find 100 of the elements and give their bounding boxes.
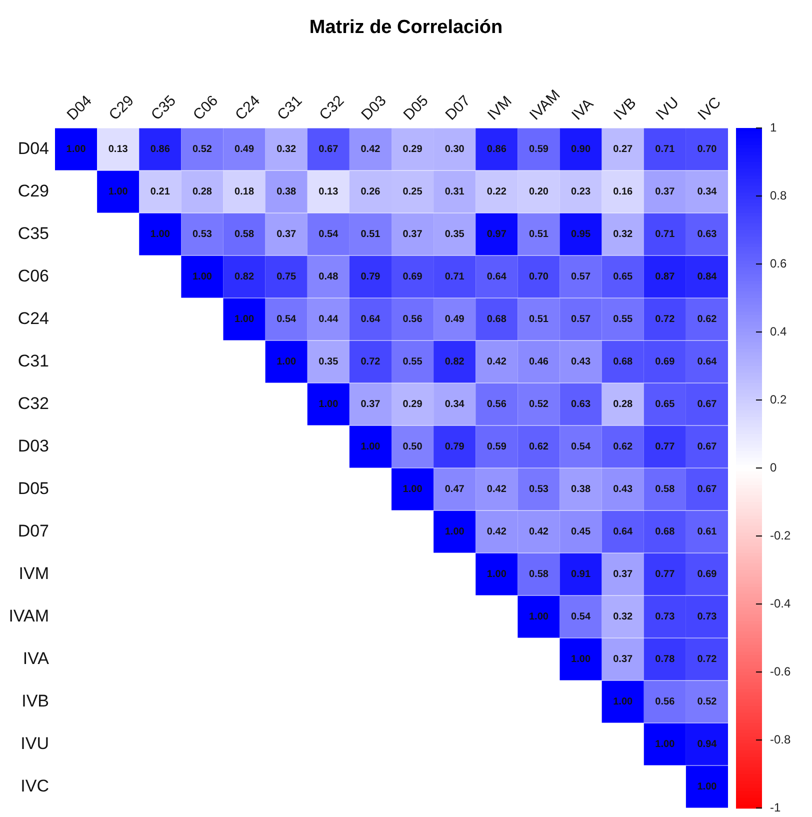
data-label: 0.63 [571, 399, 591, 410]
y-tick-label: C31 [18, 351, 49, 370]
data-label: 0.79 [444, 442, 465, 452]
data-label: 1.00 [613, 696, 634, 708]
data-label: 0.37 [655, 186, 676, 198]
data-label: 0.28 [192, 186, 212, 198]
color-bar-label: 0 [770, 460, 777, 474]
data-label: 1.00 [402, 484, 423, 495]
data-label: 0.71 [655, 144, 676, 155]
data-label: 0.73 [655, 612, 676, 622]
color-bar-label: -0.4 [770, 596, 792, 610]
data-label: 0.38 [571, 484, 591, 495]
data-label: 0.37 [360, 399, 381, 410]
data-label: 0.62 [528, 442, 549, 452]
color-bar-label: -0.8 [770, 732, 792, 746]
data-label: 0.54 [276, 314, 297, 325]
data-label: 1.00 [234, 314, 254, 325]
data-label: 0.20 [528, 186, 549, 198]
data-label: 0.57 [571, 272, 591, 282]
y-tick-label: D03 [18, 436, 49, 456]
data-label: 0.37 [276, 229, 297, 240]
color-bar-label: 0.2 [770, 392, 788, 406]
data-label: 0.53 [192, 229, 212, 240]
data-label: 0.58 [655, 484, 676, 495]
x-tick-label: C35 [148, 92, 180, 124]
data-label: 0.65 [655, 399, 676, 410]
color-bar-label: 0.4 [770, 324, 788, 338]
data-label: 0.71 [655, 229, 676, 240]
data-label: 0.59 [486, 442, 507, 452]
data-label: 0.64 [697, 356, 718, 368]
data-label: 0.69 [697, 569, 718, 580]
data-label: 1.00 [444, 526, 465, 538]
data-label: 1.00 [655, 739, 676, 750]
data-label: 0.67 [697, 399, 718, 410]
data-label: 0.32 [613, 229, 634, 240]
data-label: 0.90 [571, 144, 591, 155]
data-label: 0.52 [528, 399, 549, 410]
data-label: 0.67 [697, 484, 718, 495]
data-label: 0.53 [528, 484, 549, 495]
chart-title: Matriz de Correlación [309, 17, 503, 38]
data-label: 0.37 [402, 229, 423, 240]
data-label: 1.00 [528, 612, 549, 622]
y-tick-label: C32 [18, 394, 49, 413]
data-label: 0.56 [402, 314, 423, 325]
data-label: 0.65 [613, 272, 634, 282]
data-label: 0.52 [697, 696, 718, 708]
data-label: 0.68 [613, 356, 634, 368]
y-tick-label: C06 [18, 266, 49, 286]
data-label: 0.49 [234, 144, 254, 155]
data-label: 0.16 [613, 186, 634, 198]
y-tick-label: D04 [18, 138, 49, 158]
data-label: 0.42 [486, 484, 507, 495]
data-label: 1.00 [150, 229, 170, 240]
data-label: 0.35 [318, 356, 339, 368]
data-label: 0.31 [444, 186, 465, 198]
color-bar-label: -0.6 [770, 664, 792, 678]
color-bar-label: 0.6 [770, 256, 788, 270]
data-label: 0.42 [360, 144, 381, 155]
data-label: 0.28 [613, 399, 634, 410]
x-tick-label: C32 [316, 92, 348, 124]
data-label: 0.69 [655, 356, 676, 368]
data-label: 0.71 [444, 272, 465, 282]
data-label: 0.91 [571, 569, 591, 580]
data-label: 0.72 [655, 314, 676, 325]
data-label: 0.51 [528, 314, 549, 325]
data-label: 0.68 [486, 314, 507, 325]
data-label: 0.68 [655, 526, 676, 538]
data-label: 0.43 [571, 356, 591, 368]
x-tick-label: IVB [610, 94, 640, 124]
data-label: 0.64 [486, 272, 507, 282]
y-tick-label: C24 [18, 308, 49, 328]
data-label: 0.44 [318, 314, 339, 325]
data-label: 0.57 [571, 314, 591, 325]
data-label: 1.00 [318, 399, 339, 410]
data-label: 1.00 [192, 272, 212, 282]
data-label: 0.59 [528, 144, 549, 155]
y-tick-label: C35 [18, 224, 49, 243]
data-label: 0.77 [655, 442, 676, 452]
data-label: 0.45 [571, 526, 591, 538]
data-label: 0.46 [528, 356, 549, 368]
x-tick-label: D03 [358, 92, 390, 124]
data-label: 0.42 [486, 526, 507, 538]
data-label: 1.00 [697, 782, 718, 792]
data-label: 0.42 [486, 356, 507, 368]
data-label: 0.49 [444, 314, 465, 325]
data-label: 0.42 [528, 526, 549, 538]
y-tick-label: IVC [20, 776, 49, 796]
data-label: 0.67 [318, 144, 339, 155]
data-label: 0.37 [613, 654, 634, 665]
data-label: 0.34 [697, 186, 718, 198]
y-tick-label: IVM [18, 564, 49, 583]
data-label: 0.84 [697, 272, 718, 282]
data-label: 0.79 [360, 272, 381, 282]
data-label: 0.54 [571, 612, 591, 622]
data-label: 0.70 [528, 272, 549, 282]
y-tick-label: D07 [18, 521, 49, 540]
data-label: 0.82 [444, 356, 465, 368]
x-tick-label: C29 [106, 92, 138, 124]
data-label: 0.73 [697, 612, 718, 622]
data-label: 0.69 [402, 272, 423, 282]
